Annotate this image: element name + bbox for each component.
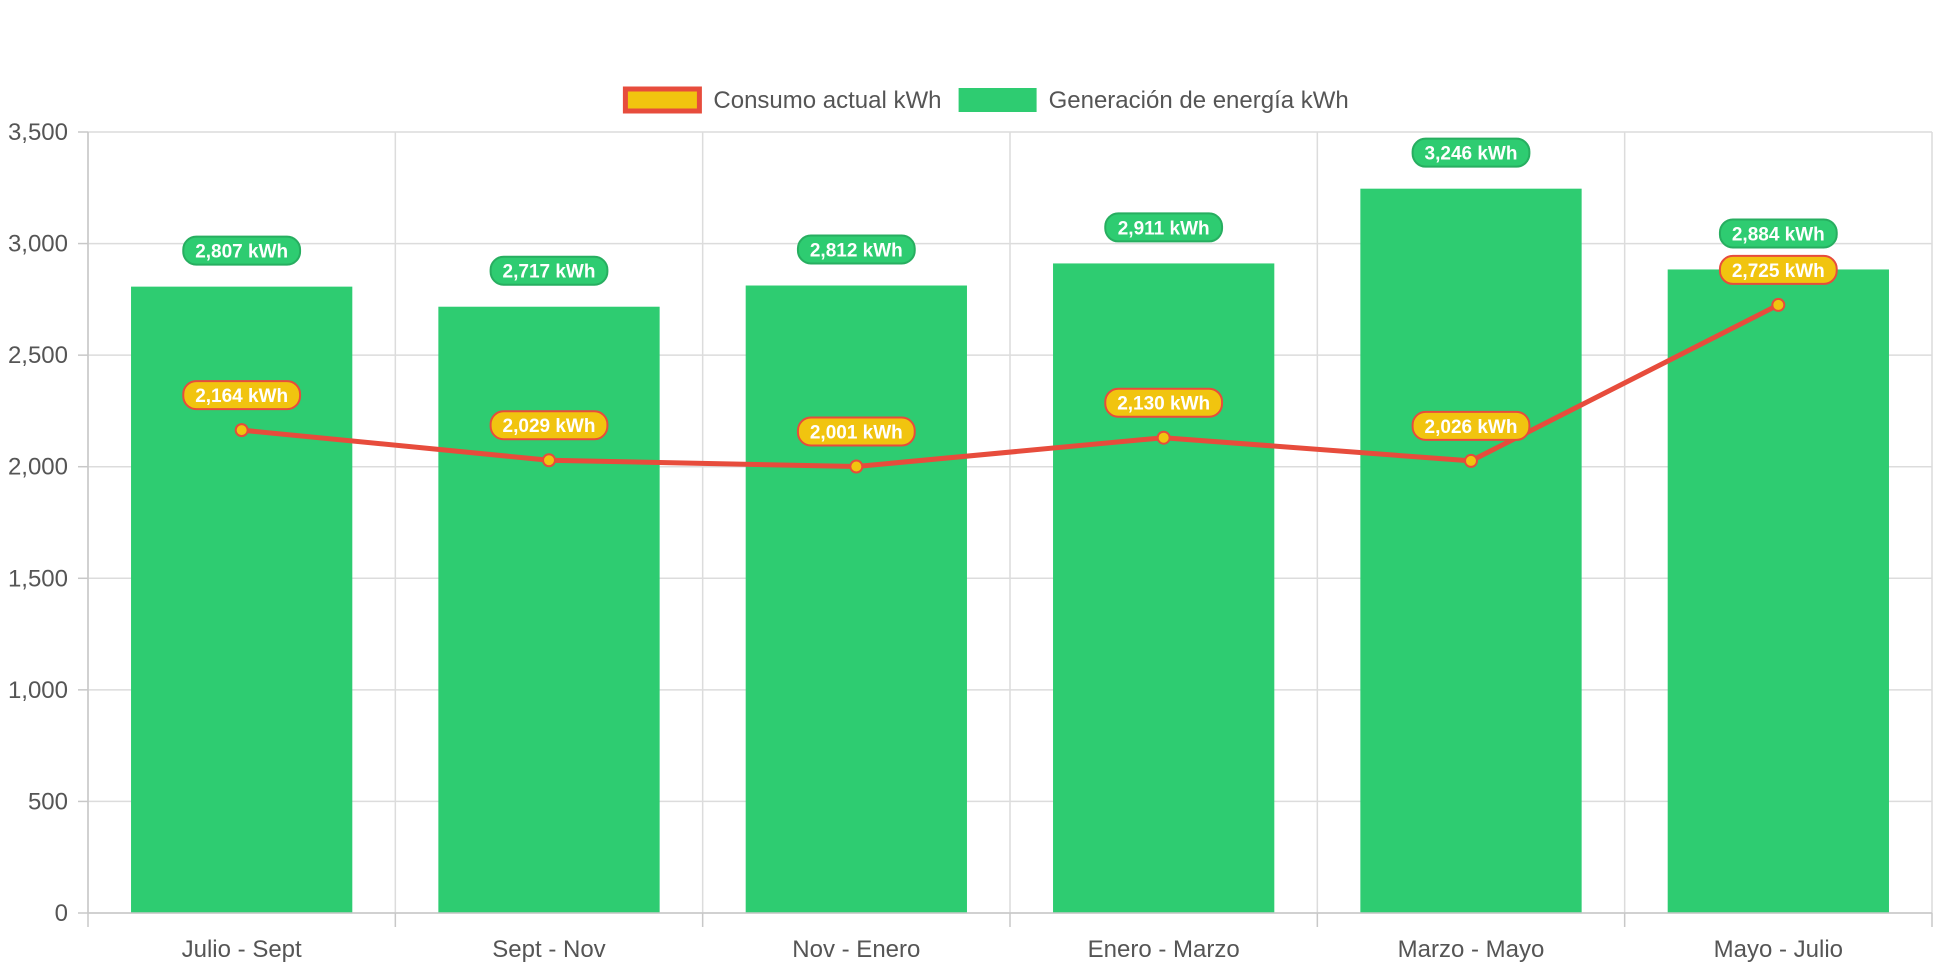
legend[interactable]: Consumo actual kWh Generación de energía … [622, 86, 1349, 114]
bar-value-label-background [1411, 137, 1531, 168]
legend-label: Generación de energía kWh [1049, 87, 1349, 114]
bar-value-label-background [489, 255, 609, 286]
bar[interactable] [438, 306, 660, 914]
data-labels: 2,807 kWh 2,717 kWh 2,812 kWh 2,911 kWh 3,24… [182, 137, 1838, 447]
bar-value-label-text: 3,246 kWh [1425, 144, 1518, 165]
line-value-label-text: 2,164 kWh [195, 386, 288, 407]
bar-value-label-background [1718, 218, 1838, 249]
x-tick-label: Sept - Nov [492, 936, 605, 963]
line-point[interactable] [1464, 453, 1478, 468]
line-point[interactable] [1771, 297, 1786, 312]
bar[interactable] [1360, 188, 1582, 913]
line-value-label-text: 2,001 kWh [810, 422, 903, 443]
line-value-label-text: 2,130 kWh [1117, 394, 1210, 415]
bar-value-label: 2,807 kWh [182, 235, 302, 266]
x-tick-label: Enero - Marzo [1088, 936, 1240, 963]
line-value-label: 2,029 kWh [489, 410, 609, 441]
line-value-label-text: 2,026 kWh [1425, 417, 1518, 438]
line-value-label-background [1104, 387, 1224, 418]
line-value-label-background [796, 416, 916, 447]
bar-value-label-background [796, 234, 916, 265]
legend-item[interactable]: Consumo actual kWh [622, 86, 941, 114]
y-tick-label: 0 [55, 900, 68, 927]
bar-value-label: 2,911 kWh [1104, 212, 1224, 243]
line-value-label: 2,026 kWh [1411, 410, 1531, 441]
legend-item[interactable]: Generación de energía kWh [958, 87, 1349, 114]
x-tick-label: Mayo - Julio [1714, 936, 1843, 963]
bar-value-label-text: 2,884 kWh [1732, 224, 1825, 245]
bar-value-label-text: 2,807 kWh [195, 242, 288, 263]
y-tick-label: 1,000 [8, 677, 68, 704]
bar-value-label-text: 2,812 kWh [810, 241, 903, 262]
line-value-label: 2,164 kWh [182, 380, 302, 411]
line-value-label: 2,725 kWh [1718, 254, 1838, 285]
bar-value-label-text: 2,717 kWh [503, 262, 596, 283]
y-tick-label: 3,500 [8, 119, 68, 146]
bar-value-label-background [1104, 212, 1224, 243]
bar[interactable] [745, 285, 967, 913]
bar-value-label: 2,812 kWh [796, 234, 916, 265]
legend-swatch [622, 86, 702, 114]
line-value-label-background [1411, 410, 1531, 441]
bar-value-label: 3,246 kWh [1411, 137, 1531, 168]
line-point[interactable] [542, 453, 556, 468]
y-tick-label: 3,000 [8, 231, 68, 258]
bar[interactable] [1053, 263, 1275, 913]
y-tick-label: 2,500 [8, 342, 68, 369]
y-tick-label: 2,000 [8, 454, 68, 481]
x-tick-label: Julio - Sept [182, 936, 302, 963]
y-tick-label: 500 [28, 788, 68, 815]
x-tick-label: Marzo - Mayo [1398, 936, 1545, 963]
bar-value-label-text: 2,911 kWh [1118, 218, 1210, 239]
bar-series [131, 188, 1889, 914]
line-value-label-text: 2,725 kWh [1732, 261, 1825, 282]
axes: 0 500 1,000 1,500 2,000 2,500 3,000 3,500 Julio … [8, 119, 1933, 963]
line-point[interactable] [1156, 430, 1171, 445]
line-value-label-background [1718, 254, 1838, 285]
bar[interactable] [1667, 269, 1889, 913]
line-point[interactable] [234, 423, 249, 438]
legend-swatch [958, 88, 1037, 112]
line-value-label-text: 2,029 kWh [503, 416, 596, 437]
line-value-label-background [182, 380, 302, 411]
x-tick-label: Nov - Enero [792, 936, 920, 963]
line-point[interactable] [849, 459, 864, 474]
legend-label: Consumo actual kWh [713, 87, 941, 114]
line-value-label: 2,130 kWh [1104, 387, 1224, 418]
bar-value-label: 2,884 kWh [1718, 218, 1838, 249]
bar-value-label-background [182, 235, 302, 266]
bar-value-label: 2,717 kWh [489, 255, 609, 286]
grid [87, 131, 1933, 914]
y-tick-label: 1,500 [8, 565, 68, 592]
line-value-label: 2,001 kWh [796, 416, 916, 447]
line-value-label-background [489, 410, 609, 441]
